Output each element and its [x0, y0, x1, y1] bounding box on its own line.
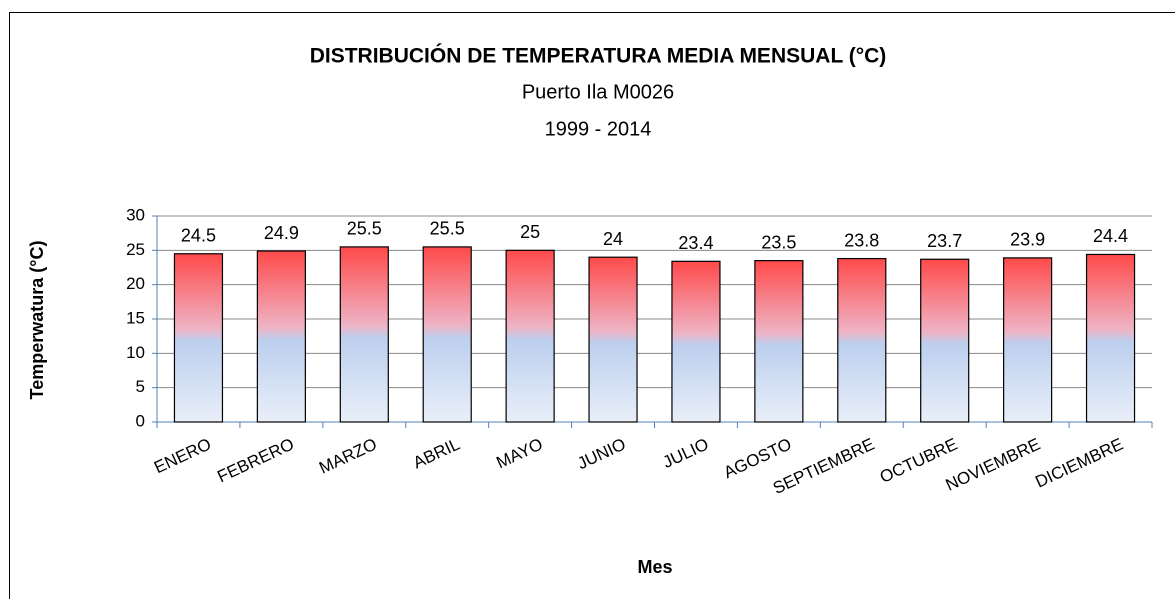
y-tick-label: 30	[126, 205, 145, 224]
bar	[173, 253, 224, 423]
data-label: 23.7	[927, 231, 962, 251]
bar	[837, 257, 887, 423]
bar	[1085, 253, 1136, 423]
data-label: 23.4	[678, 233, 713, 253]
data-label: 24	[603, 229, 623, 249]
data-label: 25	[520, 222, 540, 242]
data-label: 23.8	[844, 230, 879, 250]
data-label: 25.5	[347, 219, 382, 239]
bar	[422, 246, 472, 423]
data-label: 24.4	[1093, 226, 1128, 246]
chart-title: DISTRIBUCIÓN DE TEMPERATURA MEDIA MENSUA…	[310, 44, 887, 68]
y-tick-label: 10	[126, 343, 145, 362]
data-label: 24.5	[181, 226, 216, 246]
bar	[671, 260, 721, 423]
bar	[256, 250, 306, 423]
x-axis-label: Mes	[637, 557, 672, 577]
y-tick-label: 20	[126, 274, 145, 293]
data-label: 25.5	[430, 219, 465, 239]
bar	[920, 258, 970, 423]
data-label: 23.5	[761, 232, 796, 252]
data-label: 23.9	[1010, 230, 1045, 250]
bar	[754, 260, 804, 423]
bar	[339, 246, 389, 423]
bar	[588, 256, 638, 423]
bar	[505, 249, 555, 423]
y-tick-label: 5	[136, 377, 145, 396]
y-tick-label: 0	[136, 411, 145, 430]
bar	[1003, 257, 1053, 423]
y-tick-label: 15	[126, 308, 145, 327]
y-tick-label: 25	[126, 240, 145, 259]
chart-subtitle: Puerto Ila M0026	[522, 81, 674, 103]
y-axis-label: Temperwatura (°C)	[27, 241, 47, 400]
chart-period: 1999 - 2014	[545, 118, 652, 140]
data-label: 24.9	[264, 223, 299, 243]
